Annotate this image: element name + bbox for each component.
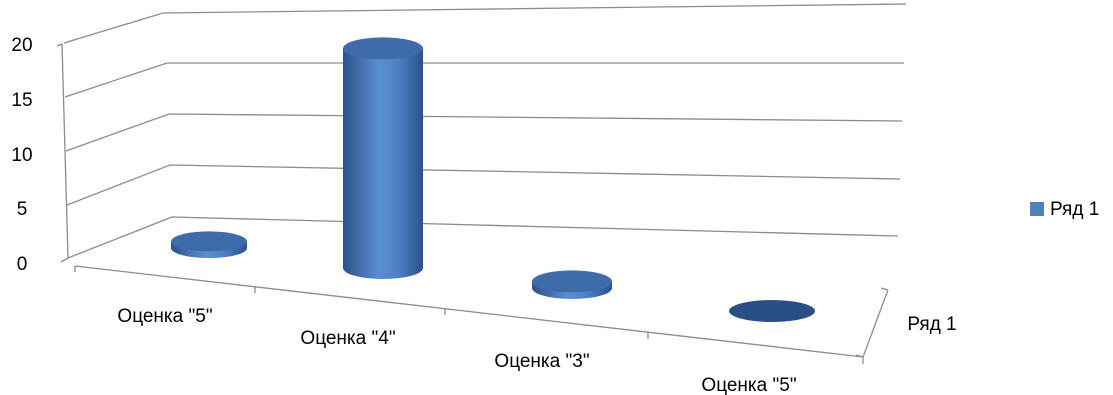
y-axis-tick-labels: 0 5 10 15 20 (11, 35, 32, 275)
gridline (63, 3, 907, 44)
y-tick-label: 15 (11, 90, 32, 111)
x-tick-label: Оценка "5" (117, 306, 212, 327)
bar (343, 37, 423, 280)
bar-body (343, 48, 423, 280)
y-tick-label: 0 (17, 254, 28, 275)
x-axis-ticks (74, 266, 889, 364)
x-axis-line (74, 265, 864, 358)
bar-top (343, 37, 423, 60)
x-tick-label: Оценка "3" (494, 351, 589, 372)
back-wall (56, 3, 907, 263)
bar-top (729, 300, 815, 322)
bar (729, 300, 815, 322)
x-axis-tick-labels: Оценка "5" Оценка "4" Оценка "3" Оценка … (117, 306, 796, 395)
gridline (66, 164, 901, 206)
legend-label: Ряд 1 (1050, 199, 1099, 220)
gridline (65, 113, 903, 152)
y-tick-label: 5 (17, 199, 28, 220)
bar-top (532, 270, 612, 293)
depth-axis-line (862, 289, 889, 358)
x-tick-label: Оценка "4" (300, 328, 395, 349)
bars (171, 37, 815, 322)
bar (171, 231, 247, 258)
gridline (67, 216, 899, 259)
y-tick-label: 20 (11, 35, 32, 56)
legend: Ряд 1 (1030, 199, 1099, 220)
bar-top (171, 231, 247, 252)
depth-axis-label: Ряд 1 (907, 314, 956, 335)
gridlines (63, 3, 907, 259)
y-tick-label: 10 (11, 145, 32, 166)
legend-swatch (1030, 202, 1044, 216)
y-axis-line (56, 43, 69, 263)
x-tick-label: Оценка "5" (701, 375, 796, 395)
bar (532, 270, 612, 299)
gridline (64, 62, 904, 98)
floor (74, 265, 889, 364)
